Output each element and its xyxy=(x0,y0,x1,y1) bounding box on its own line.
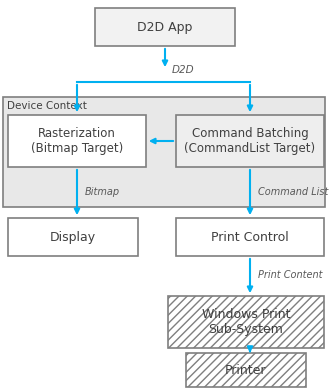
Text: Command List: Command List xyxy=(258,187,328,197)
Bar xyxy=(8,218,138,256)
Bar xyxy=(3,97,325,207)
Text: Print Content: Print Content xyxy=(258,270,322,280)
Bar xyxy=(176,218,324,256)
Bar xyxy=(95,8,235,46)
Text: D2D: D2D xyxy=(172,65,195,75)
Text: Rasterization
(Bitmap Target): Rasterization (Bitmap Target) xyxy=(31,127,123,155)
Text: Bitmap: Bitmap xyxy=(85,187,120,197)
Text: Print Control: Print Control xyxy=(211,231,289,244)
Text: Windows Print
Sub-System: Windows Print Sub-System xyxy=(202,308,290,336)
Text: Device Context: Device Context xyxy=(7,101,87,111)
Bar xyxy=(168,296,324,348)
Text: D2D App: D2D App xyxy=(137,21,193,33)
Bar xyxy=(8,115,146,167)
Text: Command Batching
(CommandList Target): Command Batching (CommandList Target) xyxy=(184,127,315,155)
Bar xyxy=(176,115,324,167)
Text: Printer: Printer xyxy=(225,363,267,377)
Bar xyxy=(186,353,306,387)
Text: Display: Display xyxy=(50,231,96,244)
